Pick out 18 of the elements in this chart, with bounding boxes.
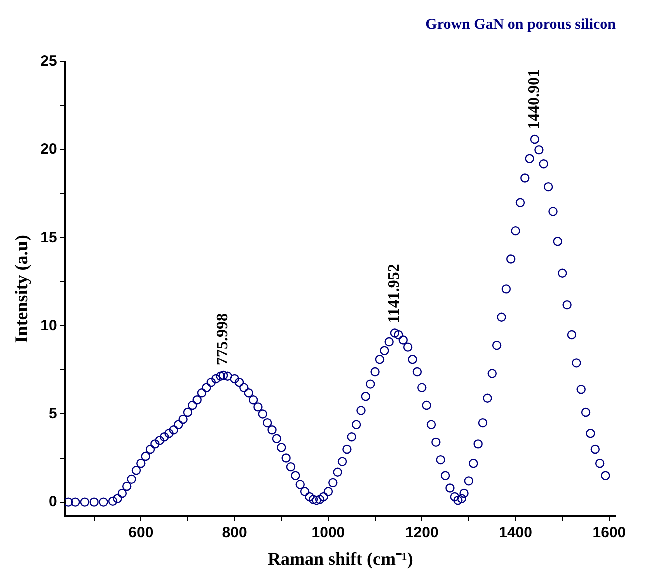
x-tick-label: 600 <box>128 524 154 542</box>
chart-title: Grown GaN on porous silicon <box>426 16 617 33</box>
y-tick-label: 5 <box>48 405 58 422</box>
y-axis-title: Intensity (a.u) <box>11 235 32 344</box>
x-tick-label: 1200 <box>405 524 439 542</box>
y-tick-label: 20 <box>40 141 58 158</box>
x-tick-label: 1400 <box>499 524 532 542</box>
x-tick-label: 1000 <box>312 524 346 542</box>
x-tick-label: 1600 <box>592 524 626 542</box>
x-tick-label: 800 <box>222 524 248 542</box>
y-tick-label: 0 <box>48 493 58 510</box>
y-tick-label: 10 <box>40 317 58 334</box>
y-tick-label: 15 <box>40 229 58 246</box>
annotation: 1141.952 <box>386 264 404 324</box>
annotation: 1440.901 <box>526 69 544 130</box>
annotation: 775.998 <box>214 314 232 366</box>
x-axis-title: Raman shift (cm⁻¹) <box>268 548 414 569</box>
y-tick-label: 25 <box>40 53 58 70</box>
